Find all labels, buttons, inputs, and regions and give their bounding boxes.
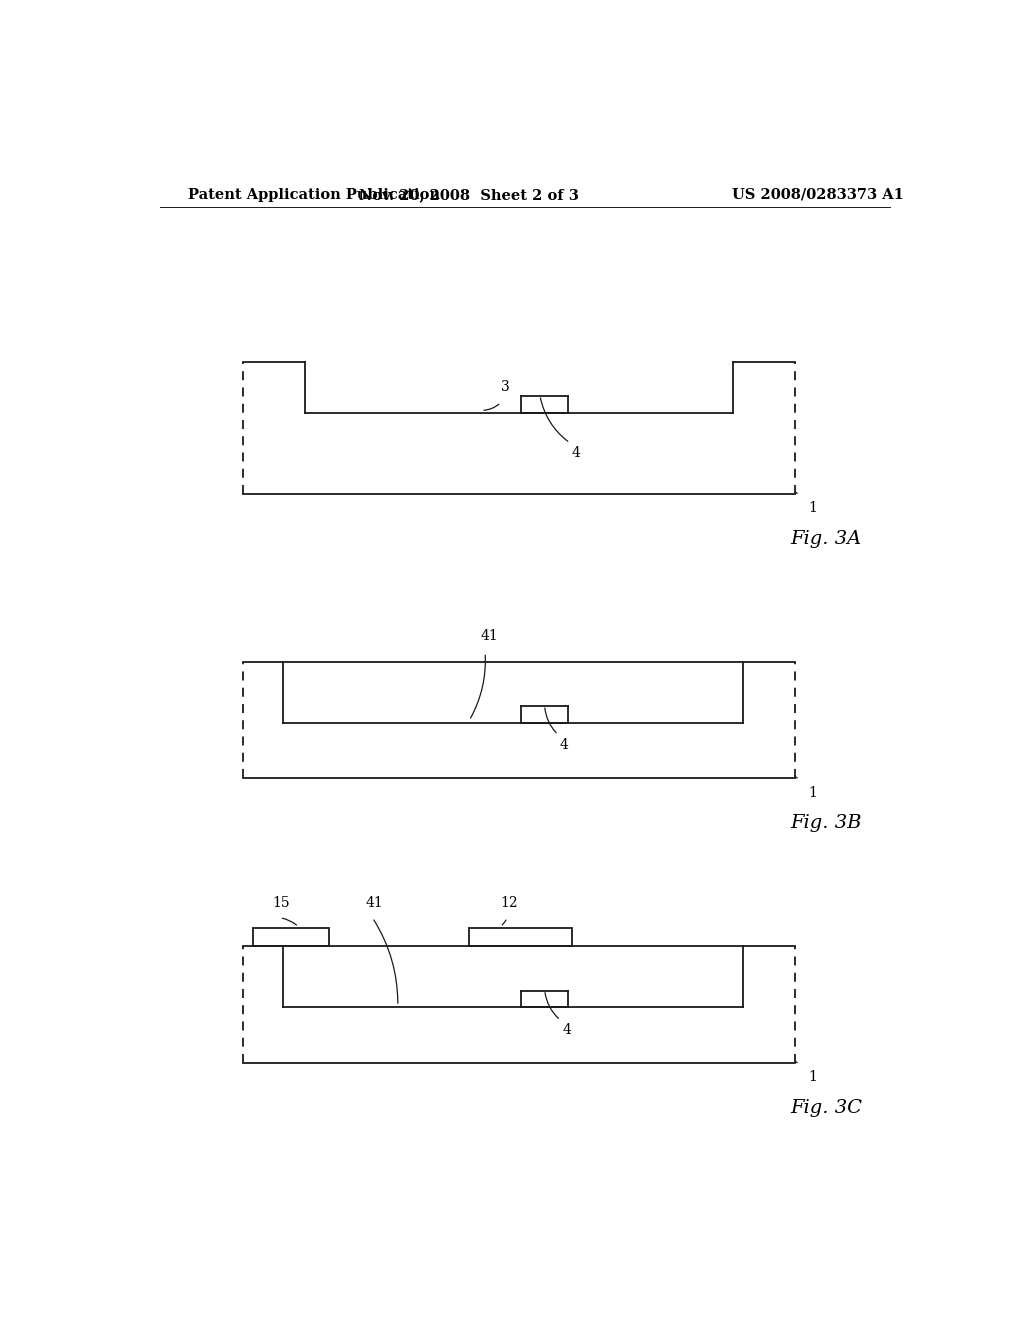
Text: 1: 1 [808,785,817,800]
Text: 3: 3 [501,380,509,395]
Text: 41: 41 [480,630,498,643]
Text: Fig. 3C: Fig. 3C [791,1098,862,1117]
Text: Patent Application Publication: Patent Application Publication [187,187,439,202]
Text: 1: 1 [808,1071,817,1084]
Text: US 2008/0283373 A1: US 2008/0283373 A1 [732,187,904,202]
Text: 41: 41 [366,896,383,911]
Text: 4: 4 [562,1023,571,1038]
Text: 1: 1 [808,502,817,515]
Text: Fig. 3B: Fig. 3B [791,814,862,832]
Text: 4: 4 [560,738,569,752]
Text: 12: 12 [500,896,518,911]
Text: Nov. 20, 2008  Sheet 2 of 3: Nov. 20, 2008 Sheet 2 of 3 [359,187,580,202]
Text: 15: 15 [272,896,290,911]
Text: 4: 4 [572,446,581,461]
Text: Fig. 3A: Fig. 3A [791,529,862,548]
Bar [469,928,572,946]
Bar [253,928,329,946]
